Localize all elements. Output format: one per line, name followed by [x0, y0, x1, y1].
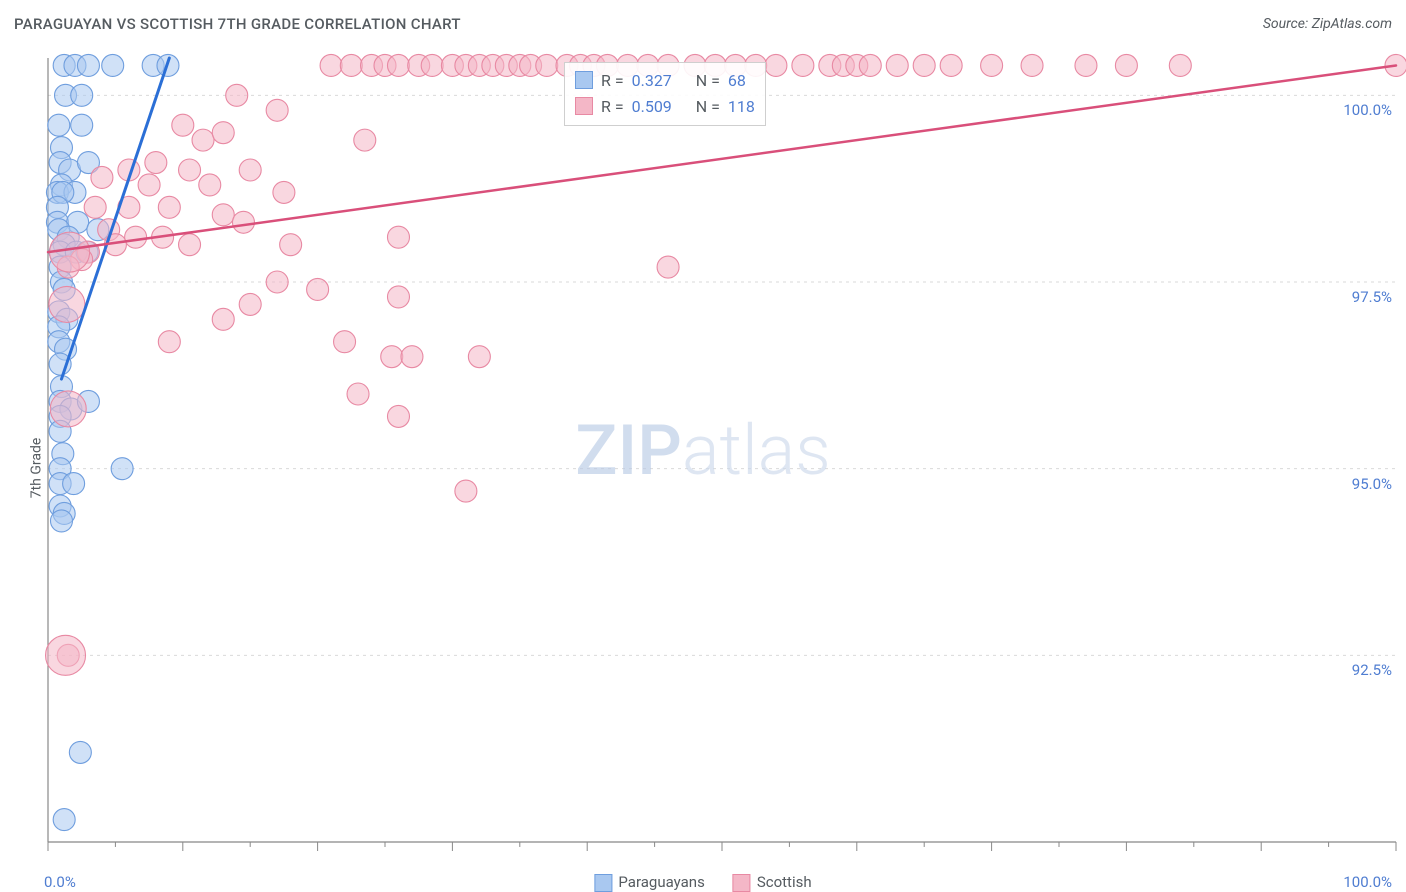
legend-label: Scottish — [757, 873, 812, 891]
legend-swatch — [733, 874, 751, 892]
source-text: Source: ZipAtlas.com — [1263, 16, 1392, 32]
chart-title: PARAGUAYAN VS SCOTTISH 7TH GRADE CORRELA… — [14, 15, 461, 33]
x-axis-min-label: 0.0% — [44, 873, 76, 891]
chart-svg — [0, 44, 1406, 892]
bottom-legend: Paraguayans Scottish — [594, 873, 811, 892]
legend-item: Scottish — [733, 873, 812, 892]
y-tick-label: 97.5% — [1352, 288, 1392, 306]
legend-swatch — [594, 874, 612, 892]
stats-row: R =0.509 N =118 — [575, 93, 755, 119]
x-axis-max-label: 100.0% — [1343, 873, 1392, 891]
stats-swatch — [575, 97, 593, 115]
stats-swatch — [575, 71, 593, 89]
y-tick-label: 95.0% — [1352, 475, 1392, 493]
legend-item: Paraguayans — [594, 873, 704, 892]
y-axis-label: 7th Grade — [28, 438, 44, 499]
plot-area: ZIPatlas 7th Grade 92.5%95.0%97.5%100.0%… — [0, 44, 1406, 892]
y-tick-label: 92.5% — [1352, 661, 1392, 679]
n-value: 118 — [728, 97, 755, 116]
r-value: 0.327 — [632, 71, 672, 90]
stats-box: R =0.327 N =68R =0.509 N =118 — [564, 62, 766, 126]
r-value: 0.509 — [632, 97, 672, 116]
stats-row: R =0.327 N =68 — [575, 67, 755, 93]
legend-label: Paraguayans — [618, 873, 704, 891]
n-value: 68 — [728, 71, 746, 90]
y-tick-label: 100.0% — [1343, 101, 1392, 119]
